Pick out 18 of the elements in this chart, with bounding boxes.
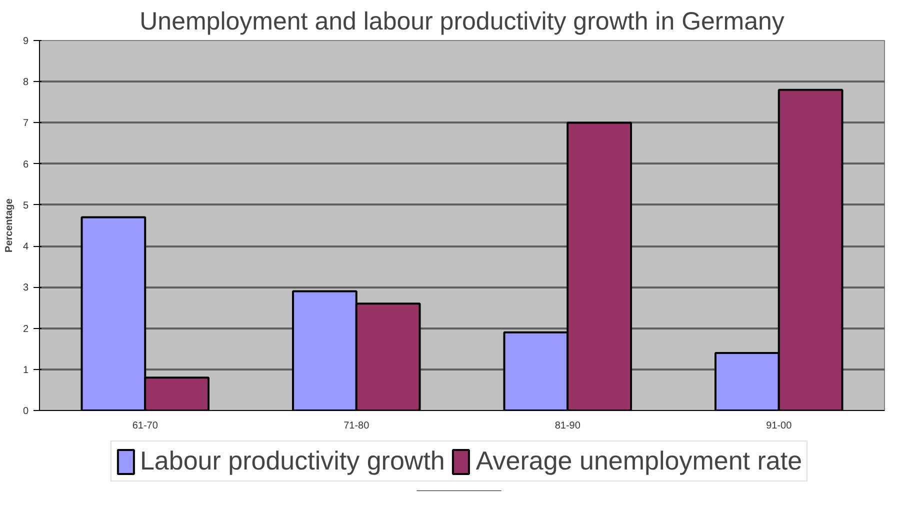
legend-label: Labour productivity growth xyxy=(140,446,445,476)
legend-label: Average unemployment rate xyxy=(476,446,802,476)
y-tick-label: 3 xyxy=(22,282,29,294)
x-tick-label: 91-00 xyxy=(766,420,792,432)
y-tick-label: 9 xyxy=(22,36,29,47)
y-tick-label: 0 xyxy=(22,406,29,417)
y-tick-label: 1 xyxy=(22,364,29,376)
x-tick-label: 61-70 xyxy=(132,420,158,432)
y-tick-label: 7 xyxy=(22,118,29,130)
x-tick-label: 71-80 xyxy=(344,420,370,432)
y-tick-label: 6 xyxy=(22,159,29,170)
x-tick-label: 81-90 xyxy=(554,420,581,432)
y-tick-label: 5 xyxy=(22,200,29,212)
y-tick-label: 4 xyxy=(22,242,29,253)
y-tick-label: 2 xyxy=(22,324,29,335)
chart-title: Unemployment and labour productivity growth in Germany xyxy=(140,8,785,36)
y-axis-title: Percentage xyxy=(4,198,15,252)
y-tick-label: 8 xyxy=(22,77,29,88)
